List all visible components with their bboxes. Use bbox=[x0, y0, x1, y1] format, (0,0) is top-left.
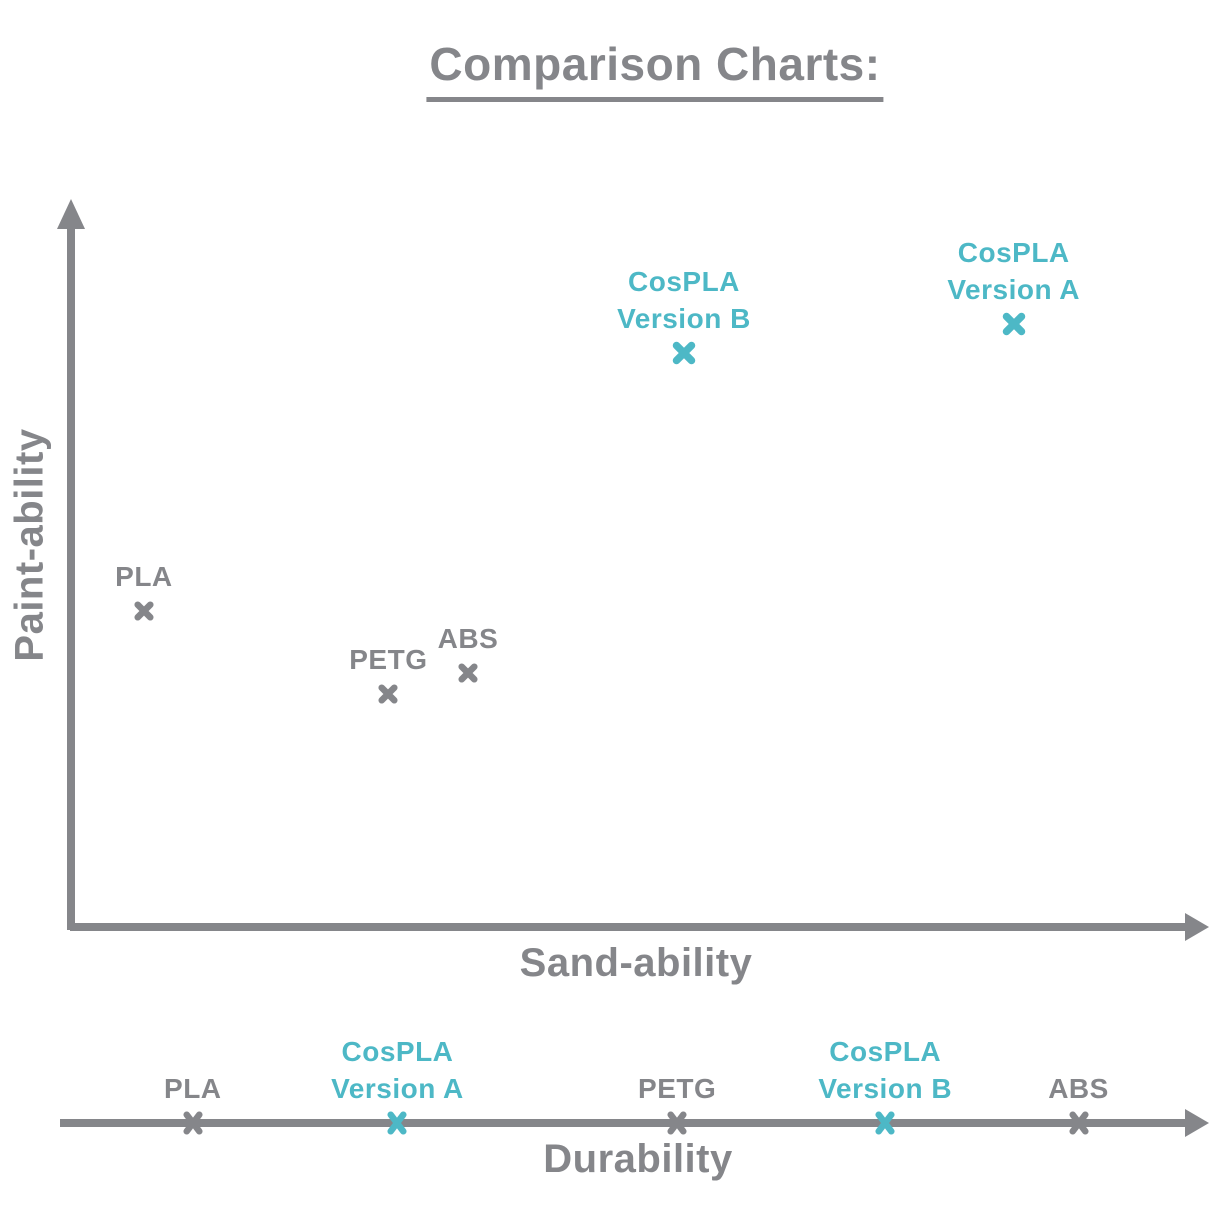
page-title: Comparison Charts: bbox=[426, 38, 884, 102]
point-label: CosPLA Version B bbox=[617, 265, 751, 334]
durability-axis-line bbox=[60, 1119, 1185, 1127]
point-label: PETG bbox=[349, 644, 428, 676]
x-marker bbox=[134, 601, 154, 621]
point-label: CosPLA Version A bbox=[331, 1036, 464, 1104]
point-label: PETG bbox=[638, 1073, 717, 1104]
x-marker bbox=[387, 1111, 408, 1135]
x-marker-icon bbox=[456, 661, 479, 684]
point-label: PLA bbox=[115, 560, 173, 592]
x-marker-icon bbox=[874, 1110, 897, 1137]
x-axis-arrow-icon bbox=[1185, 913, 1209, 941]
scatter-plot-area: PLA PETG ABS CosPLA Version B CosPLA Version… bbox=[70, 200, 1207, 927]
x-marker-icon bbox=[132, 599, 155, 622]
x-axis-line bbox=[70, 923, 1185, 931]
x-marker bbox=[1068, 1111, 1089, 1135]
x-marker-icon bbox=[377, 683, 400, 706]
durability-axis-label: Durability bbox=[543, 1137, 733, 1181]
x-axis-label: Sand-ability bbox=[519, 941, 753, 985]
point-label: CosPLA Version A bbox=[947, 236, 1081, 305]
x-marker-icon bbox=[386, 1110, 409, 1137]
x-marker-icon bbox=[1000, 310, 1027, 337]
y-axis-line bbox=[67, 226, 75, 930]
x-marker-icon bbox=[666, 1110, 689, 1137]
x-marker bbox=[458, 662, 478, 683]
x-marker bbox=[667, 1111, 687, 1135]
point-label: ABS bbox=[437, 622, 499, 654]
point-label: ABS bbox=[1048, 1073, 1109, 1104]
durability-axis-arrow-icon bbox=[1185, 1109, 1209, 1137]
point-label: PLA bbox=[164, 1073, 222, 1104]
x-marker bbox=[875, 1111, 895, 1135]
x-marker bbox=[183, 1111, 203, 1135]
x-marker bbox=[378, 684, 398, 704]
x-marker bbox=[672, 341, 696, 364]
point-label: CosPLA Version B bbox=[818, 1036, 953, 1104]
x-marker bbox=[1002, 312, 1025, 335]
y-axis-arrow-icon bbox=[57, 199, 85, 229]
x-marker-icon bbox=[1067, 1110, 1090, 1137]
y-axis-label: Paint-ability bbox=[7, 428, 52, 662]
x-marker-icon bbox=[181, 1110, 204, 1137]
x-marker-icon bbox=[670, 339, 697, 366]
